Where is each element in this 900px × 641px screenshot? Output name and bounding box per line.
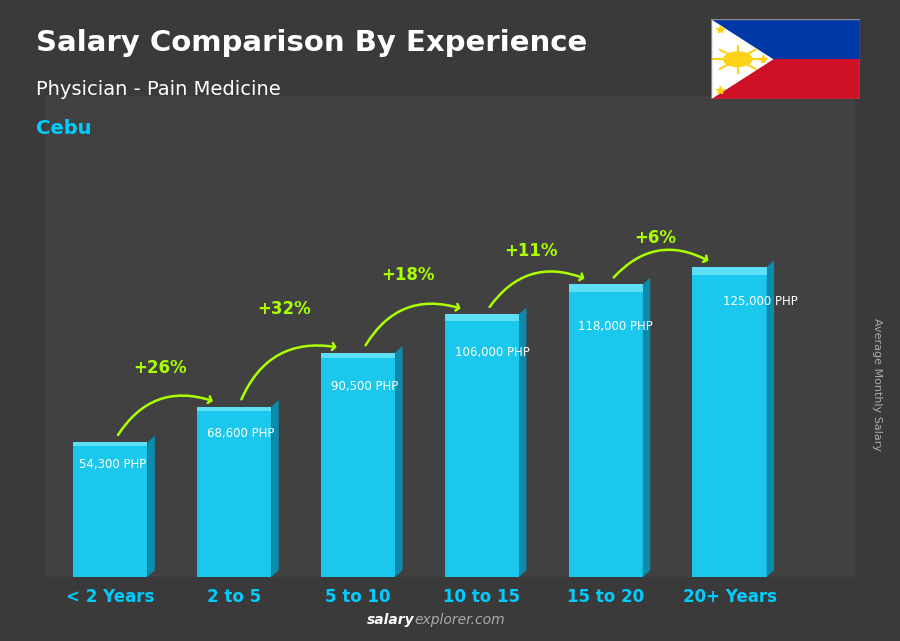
Bar [711,19,860,60]
Text: Cebu: Cebu [36,119,92,138]
Circle shape [723,51,752,67]
Bar [320,353,395,358]
Text: +26%: +26% [133,359,186,377]
Bar [73,442,148,445]
Polygon shape [271,400,279,577]
Bar [320,353,395,577]
Polygon shape [395,346,402,577]
Text: Average Monthly Salary: Average Monthly Salary [872,318,883,451]
Text: salary: salary [366,613,414,627]
Polygon shape [148,436,155,577]
Bar [197,407,271,411]
Bar [569,285,643,292]
Text: +6%: +6% [634,229,676,247]
Text: 118,000 PHP: 118,000 PHP [579,319,653,333]
Text: 54,300 PHP: 54,300 PHP [79,458,147,472]
Bar [569,285,643,577]
Text: +32%: +32% [256,300,310,318]
Polygon shape [711,19,773,99]
Bar [445,314,519,577]
Polygon shape [643,278,650,577]
Text: 68,600 PHP: 68,600 PHP [207,428,274,440]
Bar [73,442,148,577]
Text: explorer.com: explorer.com [414,613,505,627]
Bar [692,267,767,577]
Text: +11%: +11% [505,242,558,260]
Bar [692,267,767,275]
Bar [711,60,860,99]
FancyBboxPatch shape [45,96,855,577]
Bar [445,314,519,320]
Text: 106,000 PHP: 106,000 PHP [454,345,529,359]
Text: 90,500 PHP: 90,500 PHP [330,379,398,392]
Polygon shape [519,308,526,577]
Bar [197,407,271,577]
Text: +18%: +18% [381,267,435,285]
Text: Physician - Pain Medicine: Physician - Pain Medicine [36,80,281,99]
Text: 125,000 PHP: 125,000 PHP [724,295,798,308]
Polygon shape [767,260,774,577]
Text: Salary Comparison By Experience: Salary Comparison By Experience [36,29,587,57]
